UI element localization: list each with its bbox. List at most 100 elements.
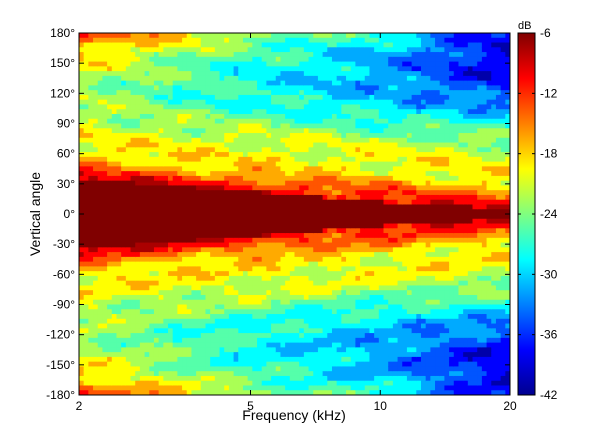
heatmap-cell: [93, 142, 99, 148]
heatmap-cell: [266, 85, 272, 91]
heatmap-cell: [186, 113, 193, 120]
heatmap-cell: [313, 61, 319, 67]
heatmap-cell: [285, 318, 291, 325]
heatmap-cell: [186, 352, 193, 358]
heatmap-cell: [369, 204, 375, 210]
heatmap-cell: [163, 190, 169, 196]
heatmap-cell: [233, 56, 239, 63]
heatmap-cell: [378, 328, 385, 334]
heatmap-cell: [88, 385, 94, 391]
heatmap-cell: [360, 161, 366, 167]
heatmap-cell: [242, 390, 249, 395]
heatmap-cell: [191, 161, 197, 167]
heatmap-cell: [210, 375, 216, 382]
heatmap-cell: [172, 123, 178, 129]
heatmap-cell: [257, 328, 263, 334]
heatmap-cell: [327, 361, 333, 368]
heatmap-cell: [322, 133, 328, 139]
heatmap-cell: [116, 156, 122, 163]
heatmap-cell: [186, 375, 193, 382]
heatmap-cell: [224, 271, 230, 277]
heatmap-cell: [130, 318, 136, 325]
heatmap-cell: [303, 56, 310, 63]
heatmap-cell: [275, 280, 282, 287]
heatmap-cell: [186, 194, 193, 201]
heatmap-cell: [88, 190, 94, 196]
heatmap-cell: [247, 123, 253, 129]
heatmap-cell: [107, 214, 113, 220]
heatmap-cell: [158, 156, 164, 163]
heatmap-cell: [111, 333, 118, 339]
heatmap-cell: [97, 347, 104, 353]
heatmap-cell: [252, 380, 258, 387]
heatmap-cell: [238, 371, 244, 377]
heatmap-cell: [219, 80, 225, 86]
heatmap-cell: [93, 42, 99, 48]
heatmap-cell: [168, 156, 174, 163]
heatmap-cell: [205, 218, 211, 225]
heatmap-cell: [322, 285, 328, 291]
heatmap-cell: [130, 252, 136, 258]
heatmap-cell: [79, 342, 85, 348]
heatmap-cell: [182, 33, 188, 39]
heatmap-cell: [383, 199, 389, 206]
heatmap-cell: [383, 218, 389, 225]
heatmap-cell: [97, 85, 104, 91]
heatmap-cell: [238, 80, 244, 86]
heatmap-cell: [378, 33, 385, 39]
heatmap-cell: [317, 33, 324, 39]
heatmap-cell: [266, 161, 272, 167]
heatmap-cell: [341, 304, 347, 310]
heatmap-cell: [191, 356, 197, 363]
heatmap-cell: [383, 204, 389, 210]
heatmap-cell: [83, 199, 89, 206]
heatmap-cell: [350, 266, 356, 272]
heatmap-cell: [378, 118, 385, 125]
heatmap-cell: [79, 290, 85, 296]
heatmap-cell: [341, 204, 347, 210]
heatmap-cell: [266, 90, 272, 96]
heatmap-cell: [341, 285, 347, 291]
heatmap-cell: [79, 37, 85, 44]
heatmap-cell: [313, 137, 319, 144]
heatmap-cell: [219, 299, 225, 306]
heatmap-cell: [331, 171, 338, 177]
heatmap-cell: [186, 380, 193, 387]
heatmap-cell: [285, 194, 291, 201]
heatmap-cell: [336, 156, 342, 163]
heatmap-cell: [303, 152, 310, 158]
heatmap-cell: [247, 147, 253, 153]
heatmap-cell: [280, 109, 286, 115]
heatmap-cell: [257, 237, 263, 244]
heatmap-cell: [182, 290, 188, 296]
heatmap-cell: [88, 113, 94, 120]
heatmap-cell: [102, 137, 108, 144]
heatmap-cell: [182, 147, 188, 153]
heatmap-cell: [346, 356, 352, 363]
heatmap-cell: [360, 61, 366, 67]
heatmap-cell: [294, 309, 300, 315]
heatmap-cell: [369, 42, 375, 48]
heatmap-cell: [247, 285, 253, 291]
heatmap-cell: [238, 137, 244, 144]
heatmap-cell: [261, 142, 267, 148]
heatmap-cell: [294, 371, 300, 377]
heatmap-cell: [130, 56, 136, 63]
heatmap-cell: [210, 285, 216, 291]
heatmap-cell: [79, 190, 85, 196]
heatmap-cell: [144, 256, 150, 263]
heatmap-cell: [369, 242, 375, 248]
heatmap-cell: [271, 214, 277, 220]
heatmap-cell: [191, 128, 197, 134]
heatmap-cell: [378, 356, 385, 363]
heatmap-cell: [355, 194, 361, 201]
heatmap-cell: [313, 366, 319, 372]
heatmap-cell: [186, 190, 193, 196]
heatmap-cell: [331, 323, 338, 329]
heatmap-cell: [88, 71, 94, 77]
heatmap-cell: [200, 318, 207, 325]
heatmap-cell: [97, 299, 104, 306]
heatmap-cell: [228, 109, 235, 115]
heatmap-cell: [378, 333, 385, 339]
heatmap-cell: [139, 352, 146, 358]
